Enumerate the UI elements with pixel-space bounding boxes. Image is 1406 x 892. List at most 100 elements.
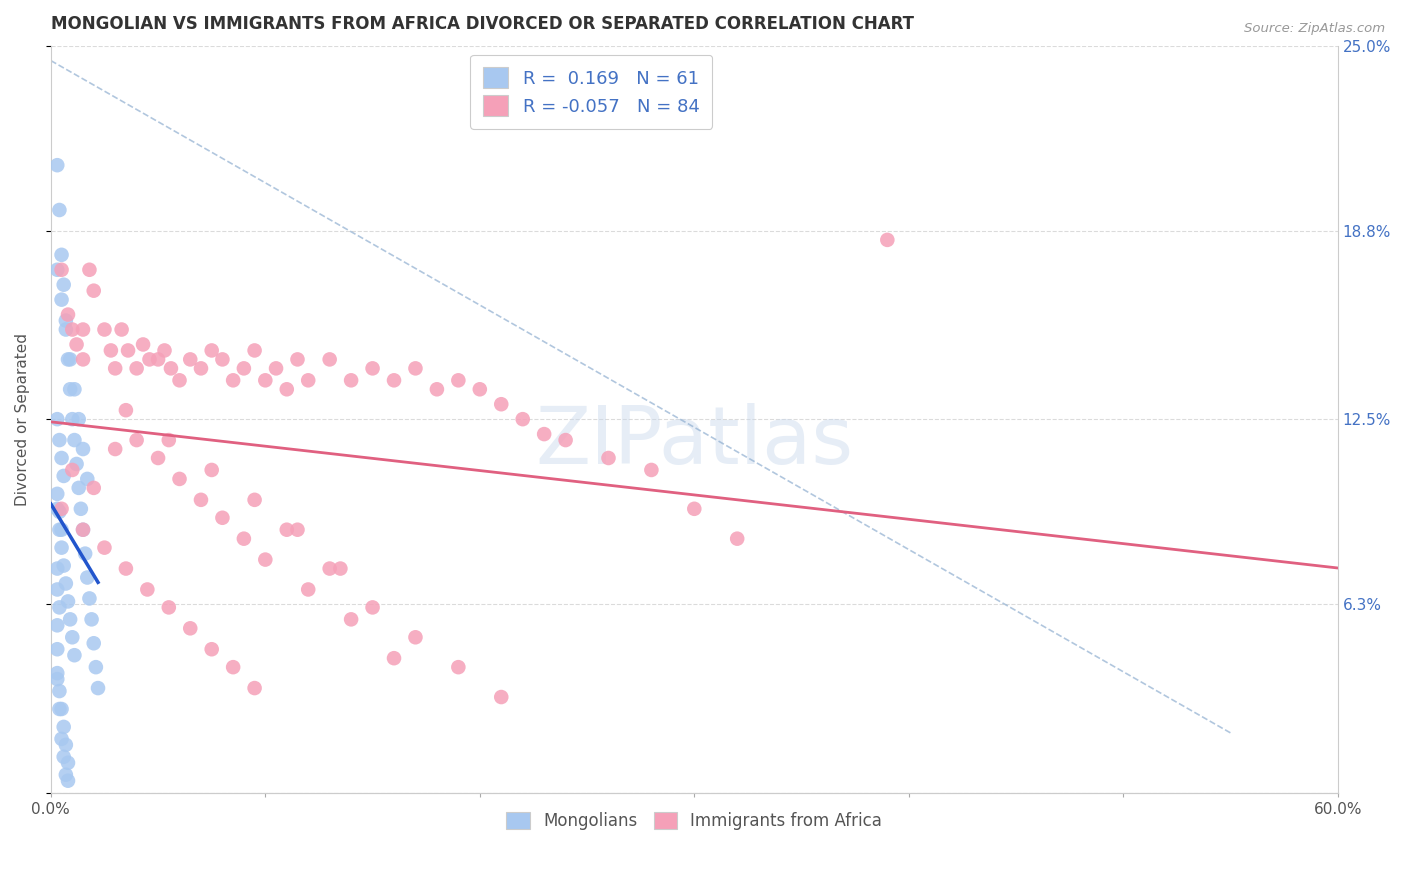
Point bbox=[232, 361, 254, 376]
Point bbox=[104, 361, 127, 376]
Point bbox=[52, 720, 75, 734]
Point bbox=[276, 523, 298, 537]
Point bbox=[254, 373, 277, 387]
Point bbox=[361, 600, 384, 615]
Point bbox=[51, 523, 73, 537]
Point bbox=[190, 361, 212, 376]
Point bbox=[46, 412, 69, 426]
Point bbox=[100, 343, 122, 358]
Point bbox=[115, 561, 138, 575]
Point bbox=[59, 612, 82, 626]
Point bbox=[136, 582, 159, 597]
Point bbox=[52, 558, 75, 573]
Y-axis label: Divorced or Separated: Divorced or Separated bbox=[15, 333, 30, 506]
Point bbox=[48, 600, 70, 615]
Point bbox=[60, 412, 83, 426]
Point bbox=[87, 681, 110, 695]
Point bbox=[340, 373, 363, 387]
Point bbox=[60, 463, 83, 477]
Point bbox=[48, 523, 70, 537]
Point bbox=[75, 547, 97, 561]
Point bbox=[211, 510, 233, 524]
Point bbox=[56, 773, 79, 788]
Point bbox=[55, 313, 77, 327]
Point bbox=[329, 561, 352, 575]
Point bbox=[201, 463, 224, 477]
Point bbox=[72, 523, 94, 537]
Point bbox=[48, 702, 70, 716]
Point bbox=[51, 248, 73, 262]
Point bbox=[83, 284, 105, 298]
Point bbox=[55, 768, 77, 782]
Point bbox=[52, 469, 75, 483]
Point bbox=[640, 463, 662, 477]
Point bbox=[276, 382, 298, 396]
Point bbox=[46, 262, 69, 277]
Point bbox=[46, 487, 69, 501]
Point bbox=[725, 532, 748, 546]
Point bbox=[51, 702, 73, 716]
Point bbox=[404, 361, 426, 376]
Point bbox=[382, 651, 405, 665]
Point bbox=[222, 373, 245, 387]
Point bbox=[83, 636, 105, 650]
Point bbox=[84, 660, 107, 674]
Point bbox=[222, 660, 245, 674]
Point bbox=[59, 352, 82, 367]
Point bbox=[48, 202, 70, 217]
Point bbox=[138, 352, 160, 367]
Point bbox=[51, 450, 73, 465]
Point bbox=[63, 433, 86, 447]
Point bbox=[468, 382, 491, 396]
Point bbox=[65, 337, 87, 351]
Point bbox=[190, 492, 212, 507]
Point bbox=[51, 541, 73, 555]
Point bbox=[157, 600, 180, 615]
Point bbox=[146, 450, 169, 465]
Point bbox=[56, 352, 79, 367]
Point bbox=[59, 382, 82, 396]
Point bbox=[491, 690, 513, 704]
Point bbox=[46, 561, 69, 575]
Point bbox=[60, 322, 83, 336]
Point bbox=[56, 756, 79, 770]
Point bbox=[876, 233, 898, 247]
Point bbox=[83, 481, 105, 495]
Point bbox=[287, 523, 309, 537]
Point bbox=[297, 373, 319, 387]
Point bbox=[169, 373, 191, 387]
Point bbox=[48, 505, 70, 519]
Point bbox=[79, 262, 101, 277]
Point bbox=[55, 322, 77, 336]
Point bbox=[72, 523, 94, 537]
Point bbox=[426, 382, 449, 396]
Point bbox=[243, 343, 266, 358]
Text: Source: ZipAtlas.com: Source: ZipAtlas.com bbox=[1244, 22, 1385, 36]
Point bbox=[93, 541, 115, 555]
Point bbox=[55, 738, 77, 752]
Point bbox=[46, 158, 69, 172]
Point bbox=[46, 642, 69, 657]
Point bbox=[318, 561, 340, 575]
Point bbox=[52, 277, 75, 292]
Point bbox=[153, 343, 176, 358]
Point bbox=[404, 630, 426, 644]
Point bbox=[72, 442, 94, 456]
Point bbox=[160, 361, 183, 376]
Point bbox=[125, 361, 148, 376]
Point bbox=[67, 481, 90, 495]
Point bbox=[125, 433, 148, 447]
Point bbox=[264, 361, 287, 376]
Point bbox=[211, 352, 233, 367]
Point bbox=[93, 322, 115, 336]
Point bbox=[67, 412, 90, 426]
Point bbox=[46, 501, 69, 516]
Point bbox=[76, 570, 98, 584]
Point bbox=[243, 681, 266, 695]
Point bbox=[169, 472, 191, 486]
Point bbox=[56, 308, 79, 322]
Point bbox=[318, 352, 340, 367]
Point bbox=[287, 352, 309, 367]
Point bbox=[533, 427, 555, 442]
Point bbox=[232, 532, 254, 546]
